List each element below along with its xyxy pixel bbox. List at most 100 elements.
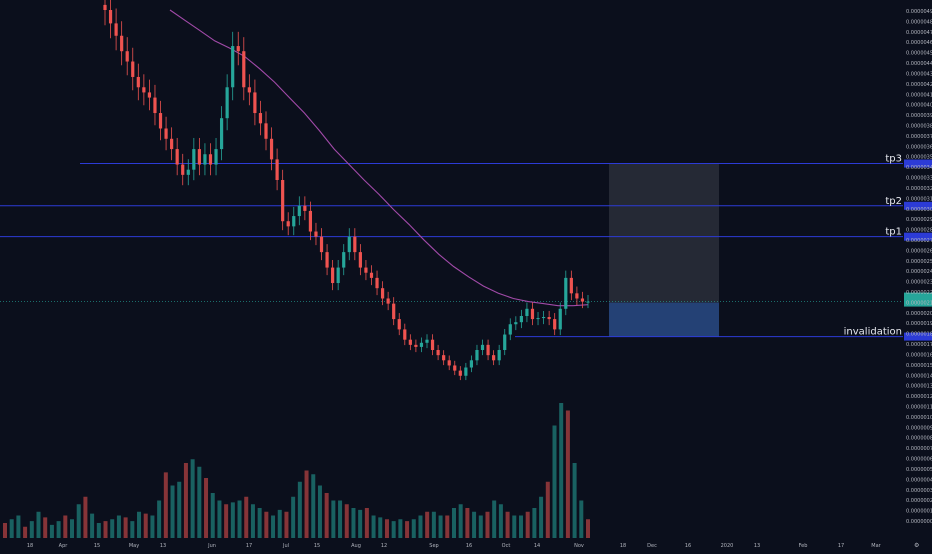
candle-body — [275, 159, 279, 180]
current-price-tag — [904, 292, 932, 307]
volume-bar — [532, 508, 537, 538]
volume-bar — [170, 485, 175, 538]
time-tick-label: Nov — [574, 543, 584, 549]
volume-bar — [331, 500, 336, 538]
volume-bar — [364, 508, 369, 538]
candle-body — [436, 350, 440, 356]
candle-body — [536, 318, 540, 320]
volume-bar — [83, 496, 88, 538]
volume-bar — [257, 508, 262, 538]
candle-body — [380, 288, 385, 299]
annotation-label-invalidation: invalidation — [844, 327, 902, 338]
candle-body — [192, 149, 196, 170]
volume-bar — [197, 466, 202, 538]
volume-bar — [518, 515, 523, 538]
volume-bar — [177, 481, 182, 538]
gear-icon[interactable]: ⚙ — [914, 542, 919, 549]
volume-bar — [116, 515, 121, 538]
time-axis[interactable]: 18 Apr 15 May 13 Jun 17 Jul 15 Aug 12 Sep 16 Oct 14 Nov… — [27, 542, 920, 549]
volume-bar — [545, 481, 550, 538]
volume-bar — [110, 519, 115, 538]
candle-body — [480, 344, 485, 350]
candle-body — [164, 128, 168, 139]
volume-bar — [358, 509, 363, 538]
candle-body — [325, 252, 329, 268]
volume-bar — [76, 504, 81, 538]
stop-zone[interactable] — [609, 302, 719, 337]
volume-bar — [103, 521, 108, 538]
volume-bar — [237, 500, 242, 538]
volume-bar — [418, 515, 423, 538]
candle-body — [203, 154, 207, 165]
candle-body — [358, 252, 362, 268]
level-price-tag — [904, 332, 932, 341]
candle-body — [569, 277, 573, 294]
candle-body — [342, 252, 346, 268]
volume-bar — [579, 500, 584, 538]
volume-bar — [9, 519, 14, 538]
candle-body — [158, 113, 163, 129]
volume-bar — [291, 496, 296, 538]
volume-bar — [438, 515, 443, 538]
candle-body — [408, 339, 412, 345]
volume-bar — [150, 515, 155, 538]
candle-body — [575, 293, 579, 299]
volume-bar — [391, 521, 396, 538]
ma-layer — [169, 9, 589, 307]
volume-bar — [311, 474, 316, 538]
volume-bar — [458, 504, 463, 538]
time-tick-label: Oct — [502, 543, 511, 549]
candle-body — [136, 76, 140, 88]
time-tick-label: Sep — [429, 543, 438, 549]
annotation-label-tp2: tp2 — [885, 196, 902, 207]
volume-bar — [56, 521, 61, 538]
candle-body — [369, 272, 374, 278]
volume-bar — [210, 493, 215, 538]
candle-body — [336, 267, 340, 284]
target-zone[interactable] — [609, 163, 719, 303]
volume-bar — [371, 515, 376, 538]
candle-body — [186, 169, 190, 175]
volume-bar — [411, 519, 416, 538]
volume-bar — [317, 485, 322, 538]
candle-body — [442, 355, 446, 361]
volume-bar — [505, 511, 510, 538]
candle-body — [353, 236, 357, 253]
time-tick-label: 13 — [160, 543, 166, 549]
candle-body — [497, 350, 501, 361]
volume-bar — [398, 519, 403, 538]
candle-body — [242, 51, 246, 88]
time-tick-label: 18 — [620, 543, 626, 549]
candle-body — [153, 97, 157, 114]
candle-body — [147, 92, 152, 98]
candle-body — [447, 360, 451, 366]
volume-bar — [271, 515, 276, 538]
volume-bar — [425, 511, 430, 538]
volume-bar — [264, 511, 269, 538]
level-price-tag — [904, 201, 932, 210]
volume-bar — [572, 463, 577, 538]
volume-bar — [204, 478, 209, 538]
time-tick-label: Jul — [282, 543, 289, 549]
candle-body — [580, 298, 585, 302]
